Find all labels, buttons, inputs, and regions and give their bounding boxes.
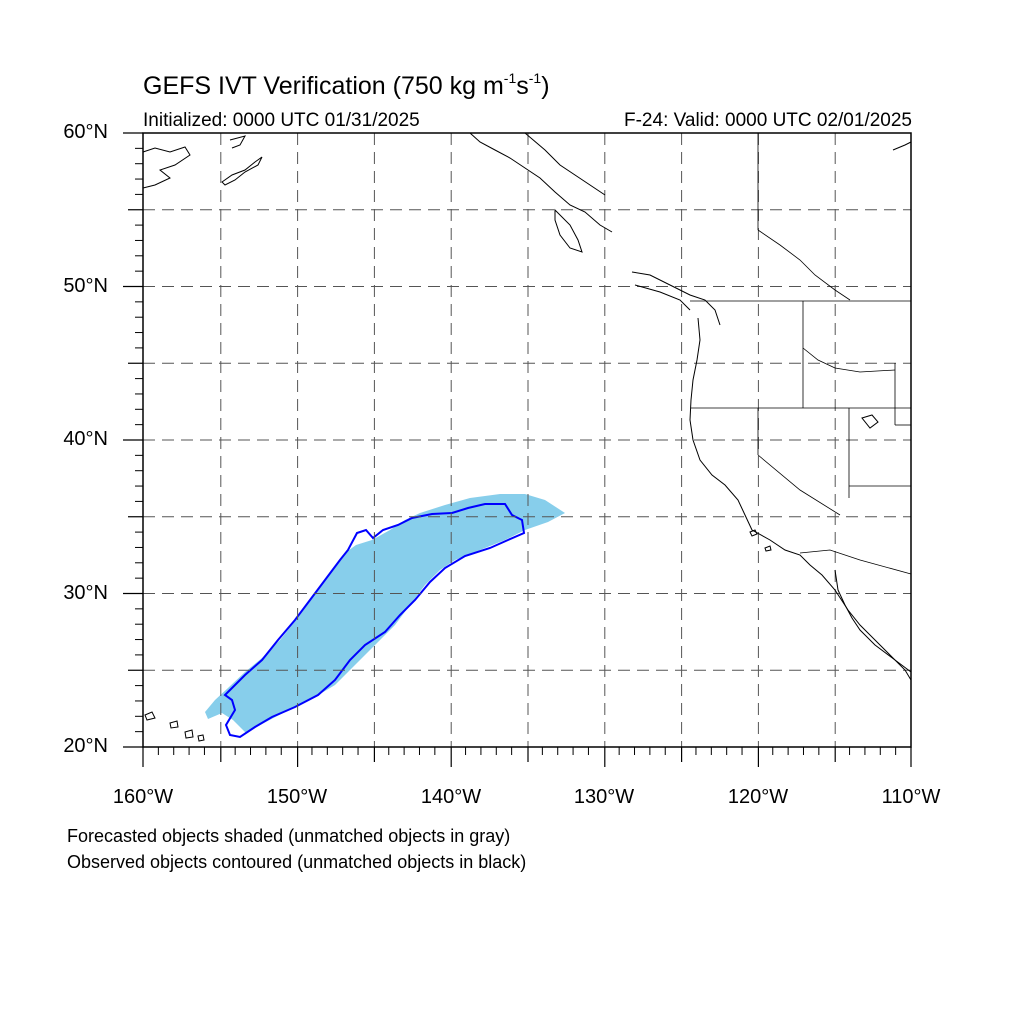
- initialized-time: Initialized: 0000 UTC 01/31/2025: [143, 110, 420, 131]
- legend-observed-note: Observed objects contoured (unmatched ob…: [67, 852, 527, 872]
- major-ticks: [123, 132, 912, 767]
- coastlines: [142, 132, 912, 742]
- lon-label-150w: 150°W: [266, 786, 328, 808]
- lon-label-110w: 110°W: [881, 786, 941, 808]
- valid-time: F-24: Valid: 0000 UTC 02/01/2025: [624, 110, 912, 131]
- lat-label-20n: 20°N: [63, 735, 108, 757]
- minor-ticks: [135, 147, 897, 755]
- grid-lines: [143, 133, 911, 747]
- lon-label-120w: 120°W: [727, 786, 789, 808]
- lon-label-130w: 130°W: [573, 786, 635, 808]
- lat-label-60n: 60°N: [63, 121, 108, 143]
- page-title: GEFS IVT Verification (750 kg m-1s-1): [143, 70, 550, 100]
- lat-label-50n: 50°N: [63, 275, 108, 297]
- observed-object-contour: [223, 503, 526, 739]
- lon-label-160w: 160°W: [112, 786, 174, 808]
- forecast-object-shaded: [205, 494, 565, 733]
- lon-label-140w: 140°W: [420, 786, 482, 808]
- political-boundaries: [690, 133, 912, 575]
- lat-label-30n: 30°N: [63, 582, 108, 604]
- lat-label-40n: 40°N: [63, 428, 108, 450]
- legend-forecast-note: Forecasted objects shaded (unmatched obj…: [67, 826, 511, 846]
